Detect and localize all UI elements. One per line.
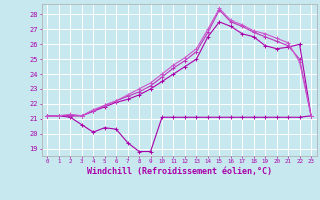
X-axis label: Windchill (Refroidissement éolien,°C): Windchill (Refroidissement éolien,°C) bbox=[87, 167, 272, 176]
